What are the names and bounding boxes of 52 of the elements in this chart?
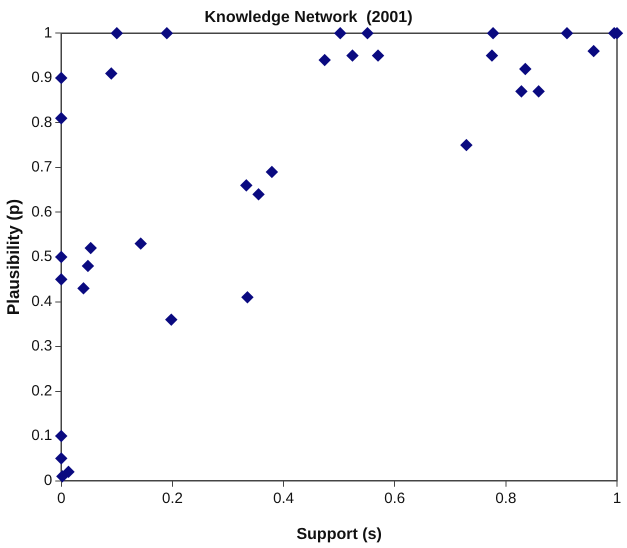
x-tick-label: 0.6 xyxy=(384,490,406,507)
x-tick-label: 0.2 xyxy=(162,490,183,507)
y-tick-label: 0.3 xyxy=(31,338,52,355)
y-tick-label: 0.6 xyxy=(31,203,52,220)
y-axis-title: Plausibility (p) xyxy=(4,198,23,316)
y-tick-label: 0 xyxy=(44,472,52,489)
point xyxy=(560,27,573,40)
point xyxy=(252,188,265,200)
point xyxy=(55,452,68,464)
point xyxy=(372,50,384,62)
x-tick-label: 0 xyxy=(57,490,66,507)
point xyxy=(82,260,94,272)
y-tick-label: 0.8 xyxy=(31,114,52,131)
x-tick-label: 0.8 xyxy=(495,490,516,507)
y-tick-label: 0.7 xyxy=(31,158,52,176)
y-tick-label: 0.4 xyxy=(31,292,52,310)
point xyxy=(588,45,600,58)
x-tick-label: 1 xyxy=(612,490,622,507)
chart-title: Knowledge Network (2001) xyxy=(204,9,413,26)
x-axis-title: Support (s) xyxy=(296,526,382,543)
point xyxy=(486,50,498,62)
point xyxy=(134,238,147,250)
point xyxy=(55,430,68,442)
point xyxy=(487,27,500,40)
y-tick-label: 0.2 xyxy=(31,382,52,400)
point xyxy=(55,112,68,124)
point xyxy=(266,166,278,178)
point xyxy=(460,139,472,152)
point xyxy=(346,50,358,62)
point xyxy=(55,72,68,84)
point xyxy=(105,67,118,80)
point xyxy=(56,470,68,482)
y-tick-label: 0.9 xyxy=(31,69,52,86)
point xyxy=(519,63,532,76)
point xyxy=(55,273,68,286)
point xyxy=(160,27,173,40)
point xyxy=(515,85,528,98)
point xyxy=(165,314,178,326)
point xyxy=(84,242,97,254)
point xyxy=(240,179,252,192)
y-tick-label: 1 xyxy=(44,24,52,42)
y-tick-label: 0.1 xyxy=(31,427,52,444)
point xyxy=(55,251,68,263)
point xyxy=(318,54,331,66)
point xyxy=(334,27,346,40)
point xyxy=(361,27,374,40)
point xyxy=(110,27,123,40)
point xyxy=(77,282,90,294)
y-tick-label: 0.5 xyxy=(31,248,52,266)
x-tick-label: 0.4 xyxy=(273,490,294,507)
point xyxy=(241,291,254,304)
point xyxy=(532,85,545,98)
